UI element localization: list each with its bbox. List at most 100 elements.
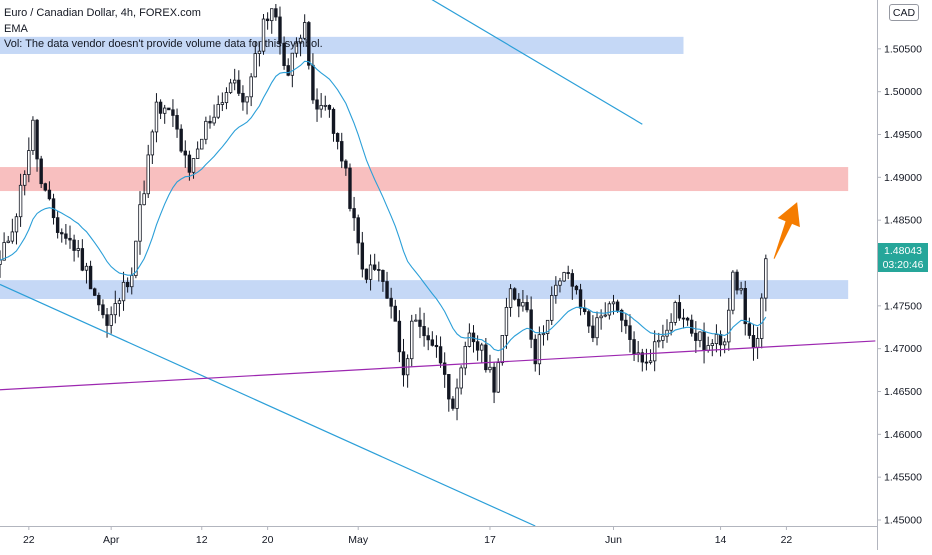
candle-body — [414, 319, 418, 322]
candle-body — [307, 22, 311, 66]
candle-body — [23, 174, 27, 186]
candle-body — [521, 302, 525, 307]
candle-body — [323, 104, 327, 107]
candle-body — [389, 297, 393, 307]
candle-body — [167, 107, 171, 111]
candle-body — [710, 343, 715, 346]
candle-body — [331, 108, 336, 134]
candle-body — [624, 319, 628, 327]
candle-body — [130, 275, 134, 288]
candle-body — [55, 217, 60, 233]
candle-body — [105, 314, 109, 326]
candle-body — [286, 65, 290, 76]
y-tick-label: 1.46000 — [884, 429, 922, 441]
candle-body — [142, 193, 146, 206]
candle-body — [290, 52, 295, 76]
candle-body — [47, 189, 52, 200]
ema-line — [0, 60, 767, 352]
candle-body — [68, 237, 72, 241]
x-tick-label: May — [348, 534, 369, 546]
candle-body — [673, 302, 677, 323]
candle-body — [640, 352, 645, 363]
sell-zone — [0, 167, 849, 192]
last-price-value: 1.48043 — [884, 245, 922, 257]
candle-body — [426, 335, 430, 341]
candle-body — [747, 323, 752, 336]
candle-body — [611, 301, 616, 305]
candle-body — [760, 297, 764, 339]
y-tick-label: 1.49000 — [884, 172, 922, 184]
candle-body — [722, 341, 727, 346]
candle-body — [162, 107, 167, 114]
candle-body — [125, 281, 130, 288]
candle-body — [541, 333, 546, 336]
candle-body — [418, 319, 422, 327]
candle-body — [319, 105, 323, 110]
candle-body — [393, 305, 397, 322]
candle-body — [434, 344, 439, 348]
candle-body — [702, 331, 706, 351]
upper-descending-trendline — [431, 0, 643, 125]
candle-body — [554, 284, 558, 296]
candle-body — [88, 265, 93, 290]
candle-body — [644, 361, 649, 364]
candle-body — [743, 288, 747, 325]
candle-body — [10, 231, 15, 242]
candle-body — [492, 366, 496, 393]
candle-body — [451, 398, 455, 409]
candle-body — [694, 332, 698, 341]
candle-body — [138, 204, 142, 242]
ema-indicator-label[interactable]: EMA — [4, 22, 28, 35]
candle-body — [504, 306, 509, 336]
candle-body — [657, 339, 661, 343]
candle-body — [18, 184, 23, 218]
candle-body — [447, 374, 451, 400]
candle-body — [298, 37, 303, 44]
candle-body — [224, 92, 229, 104]
candle-body — [595, 317, 599, 339]
candle-body — [397, 320, 402, 353]
candle-body — [39, 158, 43, 185]
symbol-title: Euro / Canadian Dollar, 4h, FOREX.com — [4, 7, 201, 19]
candle-body — [463, 346, 467, 369]
candle-body — [480, 344, 484, 351]
y-tick-label: 1.50500 — [884, 43, 922, 55]
candle-body — [537, 334, 542, 365]
candle-body — [566, 272, 570, 274]
candle-body — [241, 92, 245, 103]
candle-body — [43, 183, 47, 191]
candle-body — [344, 160, 348, 169]
candle-body — [150, 131, 155, 156]
candle-body — [109, 314, 113, 326]
candle-body — [80, 248, 85, 271]
currency-button[interactable]: CAD — [889, 4, 919, 21]
y-tick-label: 1.45000 — [884, 515, 922, 527]
candle-body — [6, 240, 10, 243]
y-tick-label: 1.48500 — [884, 215, 922, 227]
x-tick-label: 17 — [484, 534, 496, 546]
candle-body — [599, 315, 603, 319]
chart-legend: Euro / Canadian Dollar, 4h, FOREX.com EM… — [4, 6, 323, 53]
candle-body — [587, 311, 591, 327]
candle-body — [545, 319, 550, 334]
candle-body — [677, 302, 682, 319]
y-tick-label: 1.50000 — [884, 86, 922, 98]
candle-body — [372, 264, 377, 270]
candle-body — [607, 303, 612, 316]
candle-body — [525, 302, 529, 311]
candle-body — [327, 104, 332, 110]
candle-body — [430, 339, 435, 346]
y-tick-label: 1.47000 — [884, 343, 922, 355]
candle-body — [558, 280, 562, 286]
x-tick-label: 22 — [23, 534, 35, 546]
candle-body — [550, 295, 554, 321]
candle-body — [459, 367, 463, 389]
candle-body — [154, 101, 159, 133]
candle-body — [632, 339, 636, 355]
candle-body — [570, 273, 575, 287]
candle-body — [508, 288, 513, 308]
candle-body — [31, 119, 35, 152]
ascending-trendline — [0, 340, 876, 391]
